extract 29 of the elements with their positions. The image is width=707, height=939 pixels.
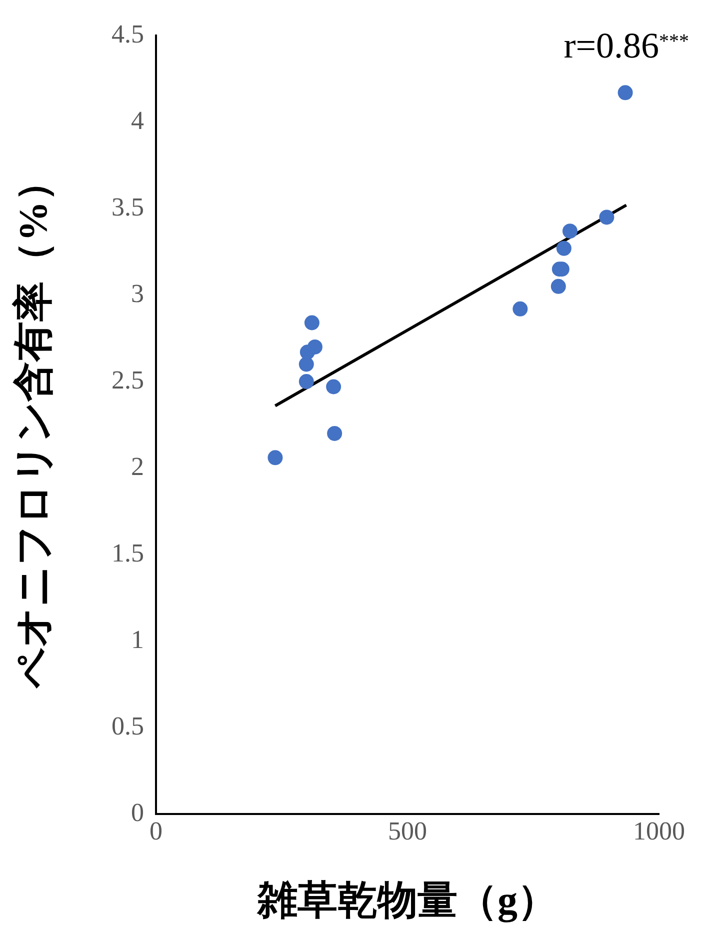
- point: [307, 339, 322, 354]
- x-tick-label: 1000: [633, 816, 685, 846]
- y-tick-label: 4: [131, 106, 144, 135]
- y-tick-label: 2: [131, 452, 144, 481]
- point: [599, 210, 614, 225]
- point: [268, 450, 283, 466]
- point: [304, 315, 320, 330]
- y-tick-label: 3.5: [112, 192, 144, 222]
- point: [298, 356, 314, 372]
- point: [562, 224, 578, 239]
- y-axis-title: ペオニフロリン含有率（%）: [10, 161, 56, 690]
- point: [327, 426, 342, 441]
- point: [512, 301, 528, 316]
- y-tick-label: 1: [131, 624, 144, 654]
- y-tick-label: 0.5: [112, 711, 144, 740]
- point: [298, 374, 314, 390]
- point: [550, 278, 566, 294]
- annotation: r=0.86***: [564, 26, 689, 66]
- x-tick-label: 500: [388, 816, 427, 846]
- y-tick-label: 0: [131, 798, 144, 827]
- x-tick-label: 0: [150, 816, 162, 846]
- y-tick-label: 2.5: [112, 365, 144, 394]
- y-tick-label: 4.5: [112, 19, 144, 48]
- point: [556, 240, 572, 256]
- point: [618, 85, 633, 100]
- y-tick-label: 3: [131, 278, 144, 308]
- point: [326, 379, 342, 394]
- x-axis-title: 雑草乾物量（g）: [256, 877, 558, 922]
- y-tick-label: 1.5: [112, 538, 144, 568]
